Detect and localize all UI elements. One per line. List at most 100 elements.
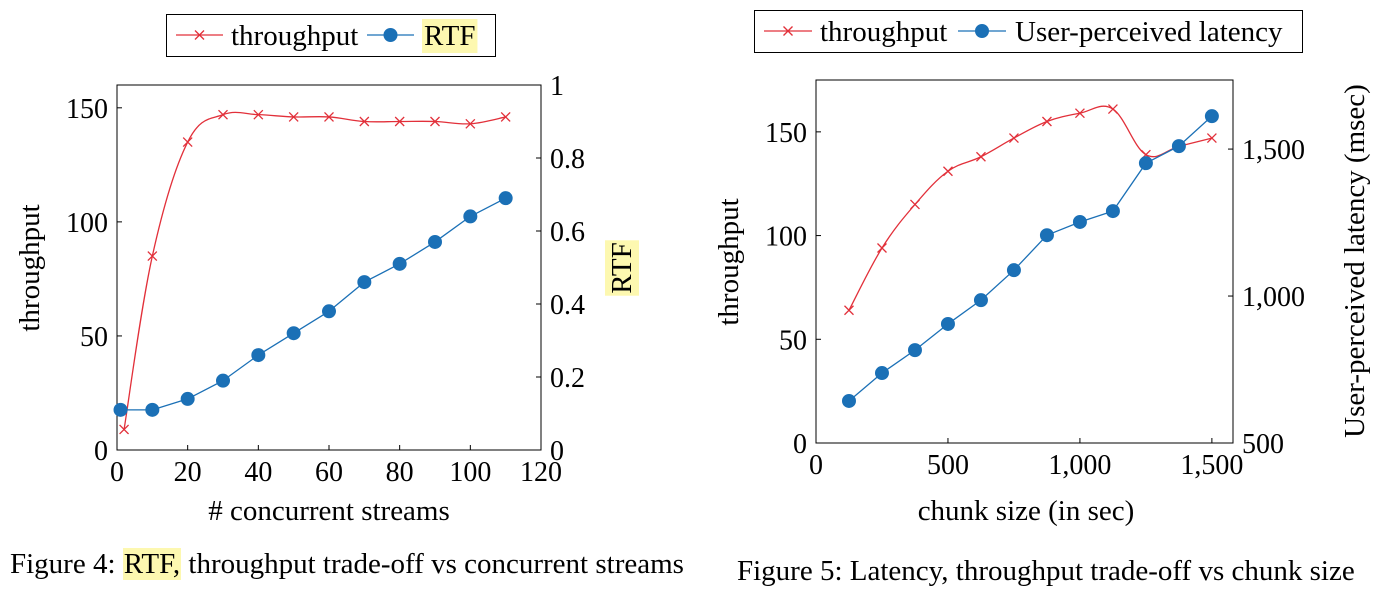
x-tick-label: 20 [174, 457, 202, 488]
x-axis-label: chunk size (in sec) [918, 495, 1135, 527]
rtf-point [463, 209, 478, 224]
throughput-point [119, 424, 130, 435]
figure-5-chart: throughput User-perceived latency 0 500 1,… [713, 10, 1371, 527]
legend: throughput RTF [166, 14, 496, 57]
text-highlight [422, 19, 478, 53]
x-tick-label: 1,500 [1180, 450, 1243, 481]
rtf-line [120, 197, 506, 411]
throughput-point [359, 116, 370, 127]
y-tick-label-right: 500 [1242, 429, 1284, 460]
user-perceived-latency-point [973, 293, 988, 308]
figure-5-caption: Figure 5: Latency, throughput trade-off … [737, 554, 1355, 588]
legend-symbol-user-perceived-latency [958, 24, 1006, 38]
user-perceived-latency-point [907, 343, 922, 358]
user-perceived-latency-point [841, 393, 856, 408]
legend-label-throughput: throughput [231, 20, 358, 52]
x-tick-label: 40 [244, 457, 272, 488]
throughput-point [1008, 133, 1019, 144]
throughput-line [848, 105, 1213, 311]
y-axis-label-left-group: throughput [713, 198, 745, 325]
user-perceived-latency-point [1204, 109, 1219, 124]
figure-4-chart: throughput RTF 0 20 40 60 80 100 1200501001500… [14, 14, 639, 527]
x-axis-label: # concurrent streams [208, 495, 450, 527]
caption-text: throughput trade-off vs concurrent strea… [188, 548, 684, 580]
y-tick-label-right: 1,500 [1242, 135, 1305, 166]
rtf-point [392, 256, 407, 271]
y-tick-label-right: 1 [550, 71, 564, 102]
caption-text: Latency, throughput trade-off vs chunk s… [849, 555, 1355, 587]
user-perceived-latency-point [1105, 204, 1120, 219]
x-tick-label: 1,000 [1048, 450, 1111, 481]
rtf-point [145, 402, 160, 417]
y-tick-label-left: 50 [80, 322, 108, 353]
legend-label-user-perceived-latency: User-perceived latency [1015, 16, 1283, 48]
legend-marker-user-perceived-latency [975, 24, 989, 38]
legend-label-rtf: RTF [424, 20, 475, 52]
y-tick-label-left: 0 [94, 436, 108, 467]
y-axis-label-left-group: throughput [14, 204, 46, 331]
throughput-point [182, 137, 193, 147]
x-tick-label: 100 [449, 457, 491, 488]
throughput-point [288, 111, 299, 122]
user-perceived-latency-point [1039, 228, 1054, 243]
legend-symbol-throughput [176, 30, 223, 40]
x-tick-label: 120 [520, 457, 562, 488]
y-tick-label-right: 0 [550, 436, 564, 467]
legend-label-throughput: throughput [820, 16, 947, 48]
rtf-point [251, 348, 266, 363]
figure-4-caption: Figure 4: RTF, throughput trade-off vs c… [10, 547, 684, 581]
throughput-point [394, 116, 405, 127]
user-perceived-latency-point [1138, 156, 1153, 171]
legend-marker-throughput [783, 26, 793, 36]
rtf-point [498, 191, 513, 206]
rtf-point [286, 326, 301, 341]
throughput-point [430, 116, 440, 127]
rtf-point [180, 391, 195, 406]
y-tick-label-right: 0.6 [550, 217, 585, 248]
throughput-point [218, 109, 228, 120]
throughput-point [910, 199, 920, 210]
legend-symbol-throughput [764, 26, 812, 36]
text-highlight [605, 240, 639, 296]
user-perceived-latency-point [1006, 263, 1021, 278]
plot-frame [815, 79, 1234, 444]
caption-label: Figure 4: [10, 548, 116, 580]
y-tick-label-left: 100 [66, 208, 108, 239]
user-perceived-latency-point [1171, 139, 1186, 154]
x-tick-label: 500 [927, 450, 969, 481]
y-axis-label-right-group: RTF [605, 240, 639, 296]
throughput-line [123, 111, 506, 430]
plot-frame [116, 84, 542, 451]
legend-symbol-rtf [367, 28, 414, 42]
legend-marker-rtf [383, 28, 398, 42]
user-perceived-latency-point [874, 366, 889, 381]
y-tick-label-right: 1,000 [1242, 282, 1305, 313]
x-tick-label: 0 [809, 450, 823, 481]
rtf-point [322, 304, 336, 319]
user-perceived-latency-line [848, 115, 1213, 402]
throughput-point [1041, 116, 1052, 127]
y-axis-label-right: RTF [606, 242, 638, 293]
throughput-point [844, 305, 854, 316]
rtf-point [357, 275, 372, 290]
y-tick-label-left: 150 [765, 118, 807, 149]
rtf-point [113, 402, 128, 417]
caption-highlighted-text: RTF, [122, 548, 182, 580]
y-tick-label-right: 0.4 [550, 290, 585, 321]
rtf-point [428, 234, 442, 249]
y-axis-label-right: User-perceived latency (msec) [1339, 84, 1371, 438]
user-perceived-latency-point [940, 316, 955, 331]
y-tick-label-left: 150 [66, 94, 108, 125]
throughput-point [1074, 108, 1085, 119]
caption-label: Figure 5: [737, 555, 843, 587]
y-tick-label-right: 0.8 [550, 144, 585, 175]
y-tick-label-left: 50 [779, 325, 807, 356]
y-tick-label-left: 100 [765, 222, 807, 253]
x-tick-label: 80 [386, 457, 414, 488]
rtf-point [216, 373, 230, 388]
legend-marker-throughput [194, 30, 205, 40]
throughput-point [500, 111, 511, 122]
throughput-point [147, 251, 158, 262]
plot-area: 0 500 1,000 1,500 0 50 100 150 500 1,000 1,500 [765, 79, 1305, 481]
